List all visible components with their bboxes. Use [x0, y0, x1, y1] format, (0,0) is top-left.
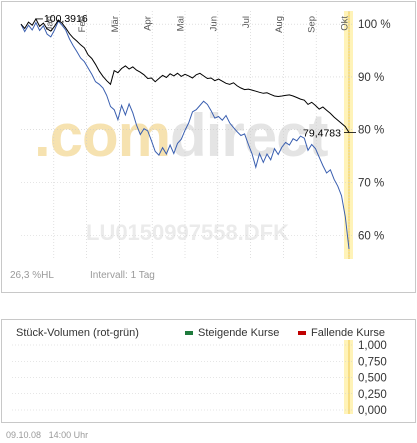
x-tick-label: Jul: [241, 16, 252, 28]
volume-title: Stück-Volumen (rot-grün): [16, 327, 139, 339]
x-tick-label: Apr: [143, 16, 154, 31]
legend-falling: Fallende Kurse: [298, 327, 385, 339]
watermark-isin: LU0150997558.DFK: [86, 220, 290, 245]
x-tick-label: Feb: [77, 16, 88, 32]
y-tick-label: 60 %: [358, 230, 384, 242]
footer-date: 09.10.08: [6, 430, 42, 440]
legend-rising: Steigende Kurse: [185, 327, 279, 339]
legend-falling-label: Fallende Kurse: [311, 327, 385, 339]
x-tick-label: Jun: [208, 16, 219, 31]
volume-y-tick-label: 0,250: [358, 389, 387, 401]
x-tick-label: Okt: [340, 16, 351, 31]
volume-y-tick-label: 0,500: [358, 373, 387, 385]
watermark-logo-part-b: direct: [170, 102, 328, 169]
last-annotation: 79,4783: [303, 127, 341, 139]
hl-label: 26,3 %HL: [10, 270, 54, 281]
watermark-logo: .comdirect: [34, 106, 328, 166]
legend-rising-swatch: [185, 331, 193, 336]
footer-time: 14:00 Uhr: [48, 430, 89, 440]
y-tick-label: 70 %: [358, 177, 384, 189]
footer-timestamp: 09.10.08 14:00 Uhr: [6, 430, 88, 440]
y-tick-label: 90 %: [358, 72, 384, 84]
x-tick-label: Jan: [44, 16, 55, 31]
volume-y-tick-label: 0,000: [358, 405, 387, 417]
fund-series-line: [20, 20, 350, 250]
watermark-logo-part-a: .com: [34, 102, 171, 169]
benchmark-series-line: [20, 17, 350, 133]
legend-rising-label: Steigende Kurse: [198, 327, 280, 339]
legend-falling-swatch: [298, 331, 306, 336]
x-tick-label: Mai: [176, 16, 187, 31]
price-chart: Jan Feb Mär Apr Mai Jun Jul Aug Sep Okt 100 %90 %8…: [20, 11, 391, 259]
x-tick-label: Mär: [110, 16, 121, 32]
high-annotation: 100,3916: [44, 13, 88, 25]
y-tick-label: 80 %: [358, 125, 384, 137]
y-tick-label: 100 %: [358, 19, 391, 31]
volume-y-tick-label: 1,000: [358, 340, 387, 352]
interval-label: Intervall: 1 Tag: [90, 270, 155, 281]
volume-y-tick-label: 0,750: [358, 356, 387, 368]
